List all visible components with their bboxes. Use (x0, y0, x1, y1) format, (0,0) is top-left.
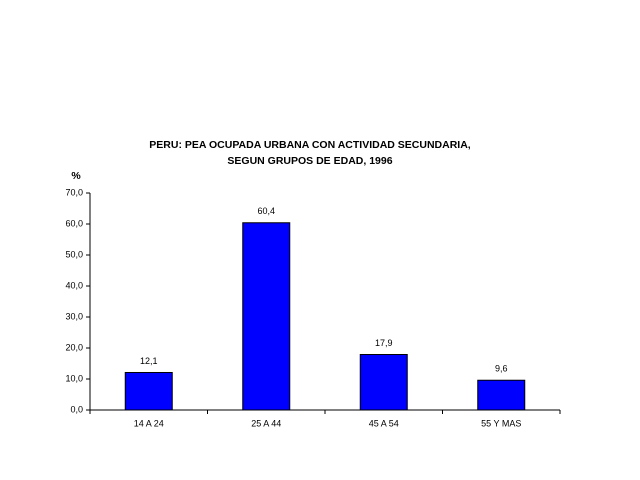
x-tick-label: 45 A 54 (369, 418, 399, 428)
y-tick-label: 20,0 (65, 342, 83, 352)
y-tick-label: 50,0 (65, 249, 83, 259)
chart-title: SEGUN GRUPOS DE EDAD, 1996 (227, 155, 392, 167)
y-tick-label: 0,0 (70, 404, 83, 414)
y-tick-label: 40,0 (65, 280, 83, 290)
x-tick-label: 55 Y MAS (481, 418, 521, 428)
y-tick-label: 70,0 (65, 187, 83, 197)
data-label: 9,6 (495, 364, 508, 374)
bar (359, 354, 408, 411)
y-tick-label: 30,0 (65, 311, 83, 321)
data-label: 60,4 (257, 206, 275, 216)
x-tick-label: 25 A 44 (251, 418, 281, 428)
bar (477, 379, 526, 411)
y-axis-label: % (71, 170, 81, 182)
y-tick-label: 10,0 (65, 373, 83, 383)
y-tick-label: 60,0 (65, 218, 83, 228)
bar (124, 371, 173, 411)
data-label: 17,9 (375, 338, 393, 348)
chart-title: PERU: PEA OCUPADA URBANA CON ACTIVIDAD S… (149, 139, 471, 151)
x-tick-label: 14 A 24 (134, 418, 164, 428)
data-label: 12,1 (140, 356, 158, 366)
bar (242, 222, 291, 411)
